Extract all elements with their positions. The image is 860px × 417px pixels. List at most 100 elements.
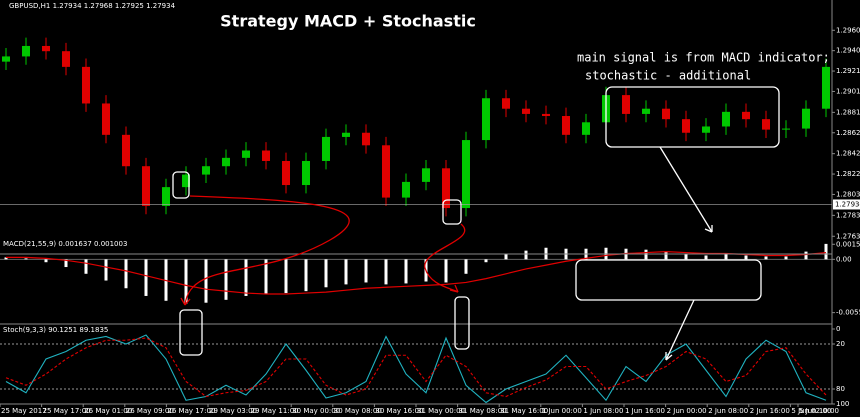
candle-body <box>822 66 830 109</box>
candle-body <box>782 128 790 130</box>
highlight-box <box>605 86 780 148</box>
macd-bar <box>464 259 468 274</box>
macd-bar <box>344 259 348 285</box>
annotation: main signal is from MACD indicator; <box>577 51 830 65</box>
x-tick-label: 29 May 11:00 <box>251 407 299 415</box>
x-tick-label: 30 May 00:00 <box>292 407 340 415</box>
x-tick-label: 31 May 08:00 <box>459 407 507 415</box>
candle-body <box>142 166 150 206</box>
candle-body <box>642 108 650 114</box>
macd-bar <box>44 259 48 263</box>
candle-body <box>442 168 450 209</box>
y-tick-label: 1.29405 <box>836 47 860 55</box>
candle-body <box>502 98 510 109</box>
macd-bar <box>264 259 268 295</box>
y-tick-label: 1.28620 <box>836 129 860 137</box>
macd-bar <box>24 258 28 260</box>
candle-body <box>662 108 670 120</box>
x-tick-label: 31 May 00:00 <box>417 407 465 415</box>
macd-bar <box>364 259 368 283</box>
candle-body <box>462 140 470 209</box>
stoch-line <box>5 337 827 398</box>
candle-body <box>742 111 750 120</box>
x-tick-label: 29 May 03:00 <box>209 407 257 415</box>
candle-body <box>262 150 270 161</box>
macd-bar <box>284 259 288 294</box>
macd-bar <box>64 259 68 268</box>
y-tick-label: 0.00 <box>836 255 852 263</box>
macd-bar <box>704 255 708 260</box>
macd-bar <box>224 259 228 300</box>
candle-body <box>362 132 370 146</box>
red-arrows <box>180 195 466 306</box>
macd-bar <box>144 259 148 296</box>
macd-bar <box>804 251 808 260</box>
macd-bar <box>444 259 448 283</box>
y-tick-label: 1.28815 <box>836 108 860 116</box>
y-tick-label: 80 <box>836 385 845 393</box>
candle-body <box>322 136 330 161</box>
macd-bar <box>304 259 308 292</box>
annotations <box>172 86 780 361</box>
arrow <box>424 223 466 293</box>
candle-body <box>762 119 770 130</box>
y-tick-label: 1.28225 <box>836 170 860 178</box>
arrowhead <box>449 284 459 293</box>
x-tick-label: 2 Jun 08:00 <box>708 407 748 415</box>
x-tick-label: 5 Jun 02:00 <box>791 407 831 415</box>
x-tick-label: 26 May 17:00 <box>167 407 215 415</box>
candle-body <box>202 166 210 175</box>
macd-bar <box>104 259 108 281</box>
indicator-label: MACD(21,55,9) 0.001637 0.001003 <box>3 240 127 248</box>
x-tick-label: 25 May 2017 <box>1 407 47 415</box>
candle-body <box>242 150 250 158</box>
arrow <box>665 299 695 361</box>
macd-bar <box>764 256 768 260</box>
last-price-label: 1.27934 <box>835 200 860 208</box>
candle-body <box>42 45 50 52</box>
macd-bar <box>404 259 408 284</box>
arrow <box>659 146 713 233</box>
macd-bar <box>684 254 688 260</box>
macd-bar <box>784 256 788 260</box>
symbol-info: GBPUSD,H1 1.27934 1.27968 1.27925 1.2793… <box>9 2 176 10</box>
candle-body <box>722 111 730 127</box>
candle-body <box>482 98 490 141</box>
candle-body <box>102 103 110 135</box>
candle-body <box>522 108 530 114</box>
y-tick-label: 0.00156 <box>836 240 860 248</box>
x-tick-label: 1 Jun 16:00 <box>625 407 665 415</box>
macd-bar <box>204 259 208 303</box>
macd-bar <box>84 259 88 274</box>
candle-body <box>182 174 190 188</box>
arrowhead <box>704 225 713 233</box>
candle-body <box>382 145 390 198</box>
marks: 1.29600 1.29405 1.29210 1.29015 1.28815 1.286… <box>0 26 860 415</box>
x-tick-label: 26 May 09:00 <box>126 407 174 415</box>
highlight-box <box>179 309 203 356</box>
macd-bar <box>824 243 828 260</box>
x-tick-label: 26 May 01:00 <box>84 407 132 415</box>
candle-body <box>402 181 410 198</box>
macd-bar <box>524 250 528 260</box>
arrow <box>184 195 350 306</box>
macd-bar <box>504 254 508 260</box>
highlight-box <box>575 259 762 301</box>
candle-body <box>682 119 690 133</box>
candle-body <box>222 157 230 167</box>
candle-body <box>282 160 290 186</box>
candle-body <box>22 45 30 57</box>
x-tick-label: 2 Jun 00:00 <box>667 407 707 415</box>
candle-body <box>62 51 70 67</box>
candle-body <box>562 116 570 135</box>
x-tick-label: 30 May 08:00 <box>334 407 382 415</box>
candle-body <box>622 95 630 114</box>
y-tick-label: 1.28030 <box>836 190 860 198</box>
candle-body <box>2 56 10 62</box>
candle-body <box>582 122 590 135</box>
macd-bar <box>664 251 668 260</box>
y-tick-label: -0.005529 <box>836 309 860 317</box>
x-tick-label: 2 Jun 16:00 <box>750 407 790 415</box>
